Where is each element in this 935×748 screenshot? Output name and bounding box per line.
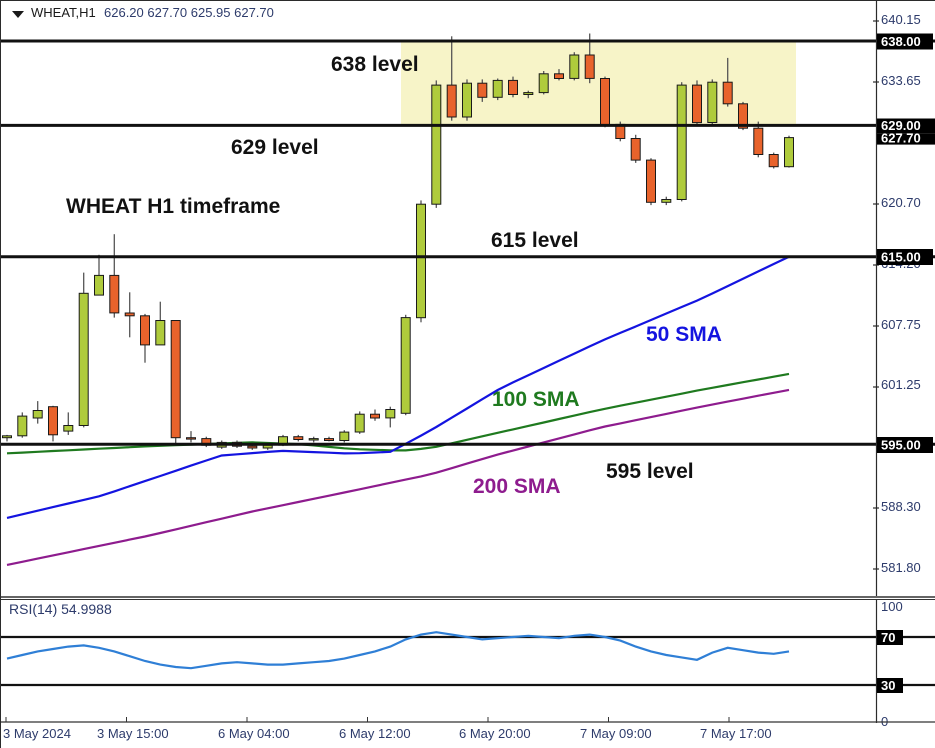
svg-text:638 level: 638 level [331,53,419,76]
svg-text:WHEAT H1 timeframe: WHEAT H1 timeframe [66,195,280,218]
svg-text:588.30: 588.30 [881,499,921,514]
svg-text:30: 30 [881,678,895,693]
svg-text:601.25: 601.25 [881,377,921,392]
svg-text:70: 70 [881,630,895,645]
svg-text:6 May 04:00: 6 May 04:00 [218,726,290,741]
svg-text:626.20 627.70 625.95 627.70: 626.20 627.70 625.95 627.70 [104,5,274,20]
svg-text:6 May 12:00: 6 May 12:00 [339,726,411,741]
svg-text:638.00: 638.00 [881,34,921,49]
svg-text:WHEAT,H1: WHEAT,H1 [31,5,96,20]
svg-text:629 level: 629 level [231,136,319,159]
svg-text:3 May 2024: 3 May 2024 [3,726,71,741]
svg-text:633.65: 633.65 [881,73,921,88]
svg-text:620.70: 620.70 [881,195,921,210]
svg-text:6 May 20:00: 6 May 20:00 [459,726,531,741]
svg-text:581.80: 581.80 [881,560,921,575]
svg-text:200 SMA: 200 SMA [473,475,561,498]
svg-text:7 May 17:00: 7 May 17:00 [700,726,772,741]
svg-text:615 level: 615 level [491,229,579,252]
svg-text:RSI(14) 54.9988: RSI(14) 54.9988 [9,601,112,617]
svg-text:100: 100 [881,599,903,614]
svg-text:640.15: 640.15 [881,12,921,27]
svg-text:595.00: 595.00 [881,438,921,453]
svg-text:615.00: 615.00 [881,250,921,265]
svg-text:607.75: 607.75 [881,317,921,332]
svg-text:3 May 15:00: 3 May 15:00 [97,726,169,741]
svg-text:7 May 09:00: 7 May 09:00 [580,726,652,741]
svg-text:627.70: 627.70 [881,131,921,146]
svg-text:50 SMA: 50 SMA [646,323,722,346]
svg-text:595 level: 595 level [606,460,694,483]
svg-text:100 SMA: 100 SMA [492,388,580,411]
